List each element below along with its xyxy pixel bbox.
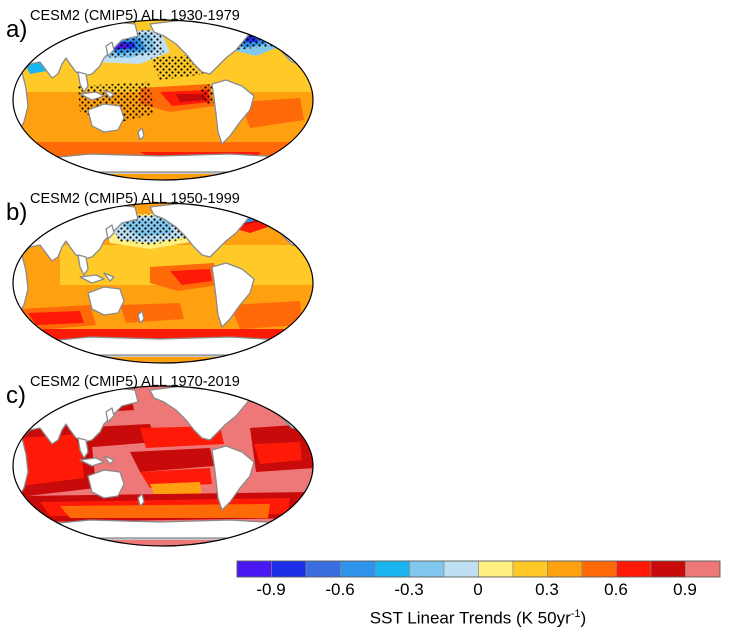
colorbar-swatch [305, 560, 341, 578]
land-antarctica [27, 336, 301, 356]
colorbar-tick-label: 0 [473, 580, 483, 599]
sst-contour-region [176, 94, 206, 102]
land-indochina [77, 254, 89, 276]
land-nz [137, 127, 145, 141]
land-nz [137, 493, 145, 507]
colorbar-title: SST Linear Trends (K 50yr-1) [369, 608, 587, 628]
sst-contour-region [240, 98, 304, 128]
sst-contour-region [130, 448, 214, 472]
land-australia [87, 103, 125, 133]
map-border [12, 19, 314, 181]
sst-trend-map [12, 385, 314, 547]
colorbar-swatch [650, 560, 686, 578]
panel-title: CESM2 (CMIP5) ALL 1970-2019 [30, 374, 240, 390]
sst-contour-region [28, 311, 84, 325]
sst-contour-region [230, 301, 302, 329]
land-samerica [211, 262, 255, 328]
sst-contour-region [170, 269, 212, 285]
land-samerica [211, 79, 255, 145]
map-panel-a: a) CESM2 (CMIP5) ALL 1930-1979 [0, 2, 330, 182]
land-antarctica [27, 153, 301, 173]
colorbar-tick-label: -0.9 [256, 580, 286, 599]
colorbar-tick-label: -0.6 [325, 580, 355, 599]
colorbar-swatch [374, 560, 410, 578]
colorbar-tick-label: 0.3 [535, 580, 559, 599]
sst-contour-region [60, 504, 270, 518]
land-indochina [77, 437, 89, 459]
panel-title: CESM2 (CMIP5) ALL 1930-1979 [30, 8, 240, 24]
land-australia [87, 286, 125, 316]
panel-label: c) [6, 382, 26, 409]
land-maritime [79, 455, 115, 467]
land-greenland [251, 386, 279, 401]
colorbar-swatch [512, 560, 548, 578]
colorbar-swatch [271, 560, 307, 578]
land-antarctica [27, 519, 301, 539]
sst-contour-region [120, 303, 184, 323]
land-japan [105, 407, 115, 423]
colorbar-swatch [443, 560, 479, 578]
colorbar-swatch [409, 560, 445, 578]
panel-label: a) [6, 16, 28, 43]
land-greenland [251, 20, 279, 35]
colorbar-tick-label: 0.9 [673, 580, 697, 599]
sst-contour-region [254, 442, 302, 464]
colorbar-tick-label: 0.6 [604, 580, 628, 599]
land-japan [105, 224, 115, 240]
sst-contour-region [20, 434, 84, 486]
land-maritime [79, 272, 115, 284]
sst-trend-map [12, 19, 314, 181]
land-australia [87, 469, 125, 499]
colorbar-swatch [340, 560, 376, 578]
land-nz [137, 310, 145, 324]
colorbar-tick-label: -0.3 [394, 580, 424, 599]
colorbar-swatch [685, 560, 721, 578]
colorbar-swatch [236, 560, 272, 578]
panel-label: b) [6, 199, 28, 226]
map-panel-c: c) CESM2 (CMIP5) ALL 1970-2019 [0, 368, 330, 548]
map-border [12, 202, 314, 364]
colorbar-swatch [581, 560, 617, 578]
map-border [12, 385, 314, 547]
land-samerica [211, 445, 255, 511]
land-japan [105, 41, 115, 57]
colorbar-swatch [547, 560, 583, 578]
colorbar-swatch [616, 560, 652, 578]
colorbar-frame [236, 560, 721, 578]
land-indochina [77, 71, 89, 93]
land-greenland [251, 203, 279, 218]
land-maritime [79, 89, 115, 101]
map-panel-b: b) CESM2 (CMIP5) ALL 1950-1999 [0, 185, 330, 365]
sst-trend-map [12, 202, 314, 364]
colorbar-swatch [478, 560, 514, 578]
panel-title: CESM2 (CMIP5) ALL 1950-1999 [30, 191, 240, 207]
